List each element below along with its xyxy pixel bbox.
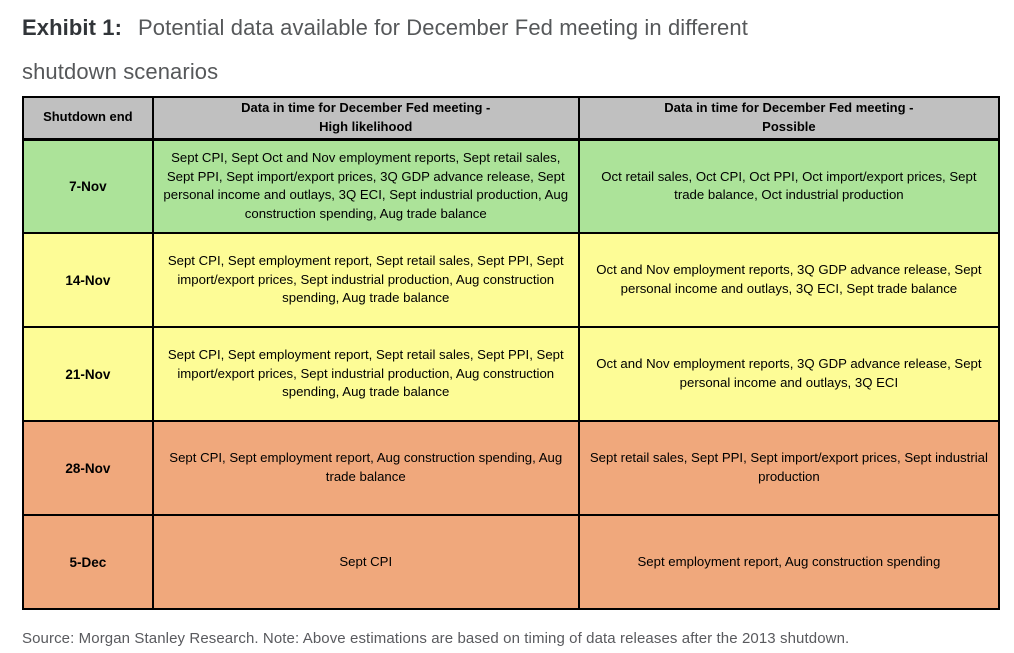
possible-cell: Oct and Nov employment reports, 3Q GDP a… [577,326,1001,422]
source-note: Source: Morgan Stanley Research. Note: A… [22,630,850,647]
high-likelihood-cell: Sept CPI, Sept employment report, Sept r… [151,232,580,328]
table-row-14-nov: 14-Nov Sept CPI, Sept employment report,… [22,232,1001,328]
table-row-7-nov: 7-Nov Sept CPI, Sept Oct and Nov employm… [22,138,1001,234]
high-likelihood-cell: Sept CPI, Sept Oct and Nov employment re… [151,138,580,234]
shutdown-end-date: 28-Nov [22,420,154,516]
exhibit-title-line2: shutdown scenarios [22,59,219,84]
shutdown-end-date: 7-Nov [22,138,154,234]
column-header-high-likelihood: Data in time for December Fed meeting - … [151,96,580,141]
table-header-row: Shutdown end Data in time for December F… [22,96,1001,141]
exhibit-number-label: Exhibit 1: [22,15,123,40]
possible-cell: Sept employment report, Aug construction… [577,514,1001,610]
table-row-28-nov: 28-Nov Sept CPI, Sept employment report,… [22,420,1001,516]
shutdown-end-date: 5-Dec [22,514,154,610]
possible-cell: Oct and Nov employment reports, 3Q GDP a… [577,232,1001,328]
table-row-5-dec: 5-Dec Sept CPI Sept employment report, A… [22,514,1001,610]
high-likelihood-cell: Sept CPI, Sept employment report, Sept r… [151,326,580,422]
possible-cell: Oct retail sales, Oct CPI, Oct PPI, Oct … [577,138,1001,234]
column-header-possible: Data in time for December Fed meeting - … [577,96,1001,141]
exhibit-title-line1: Potential data available for December Fe… [138,15,748,40]
high-likelihood-cell: Sept CPI [151,514,580,610]
column-header-shutdown-end: Shutdown end [22,96,154,141]
table-row-21-nov: 21-Nov Sept CPI, Sept employment report,… [22,326,1001,422]
shutdown-scenarios-table: Shutdown end Data in time for December F… [22,96,1001,610]
high-likelihood-cell: Sept CPI, Sept employment report, Aug co… [151,420,580,516]
shutdown-end-date: 14-Nov [22,232,154,328]
shutdown-end-date: 21-Nov [22,326,154,422]
exhibit-title: Exhibit 1: Potential data available for D… [22,6,1000,94]
possible-cell: Sept retail sales, Sept PPI, Sept import… [577,420,1001,516]
